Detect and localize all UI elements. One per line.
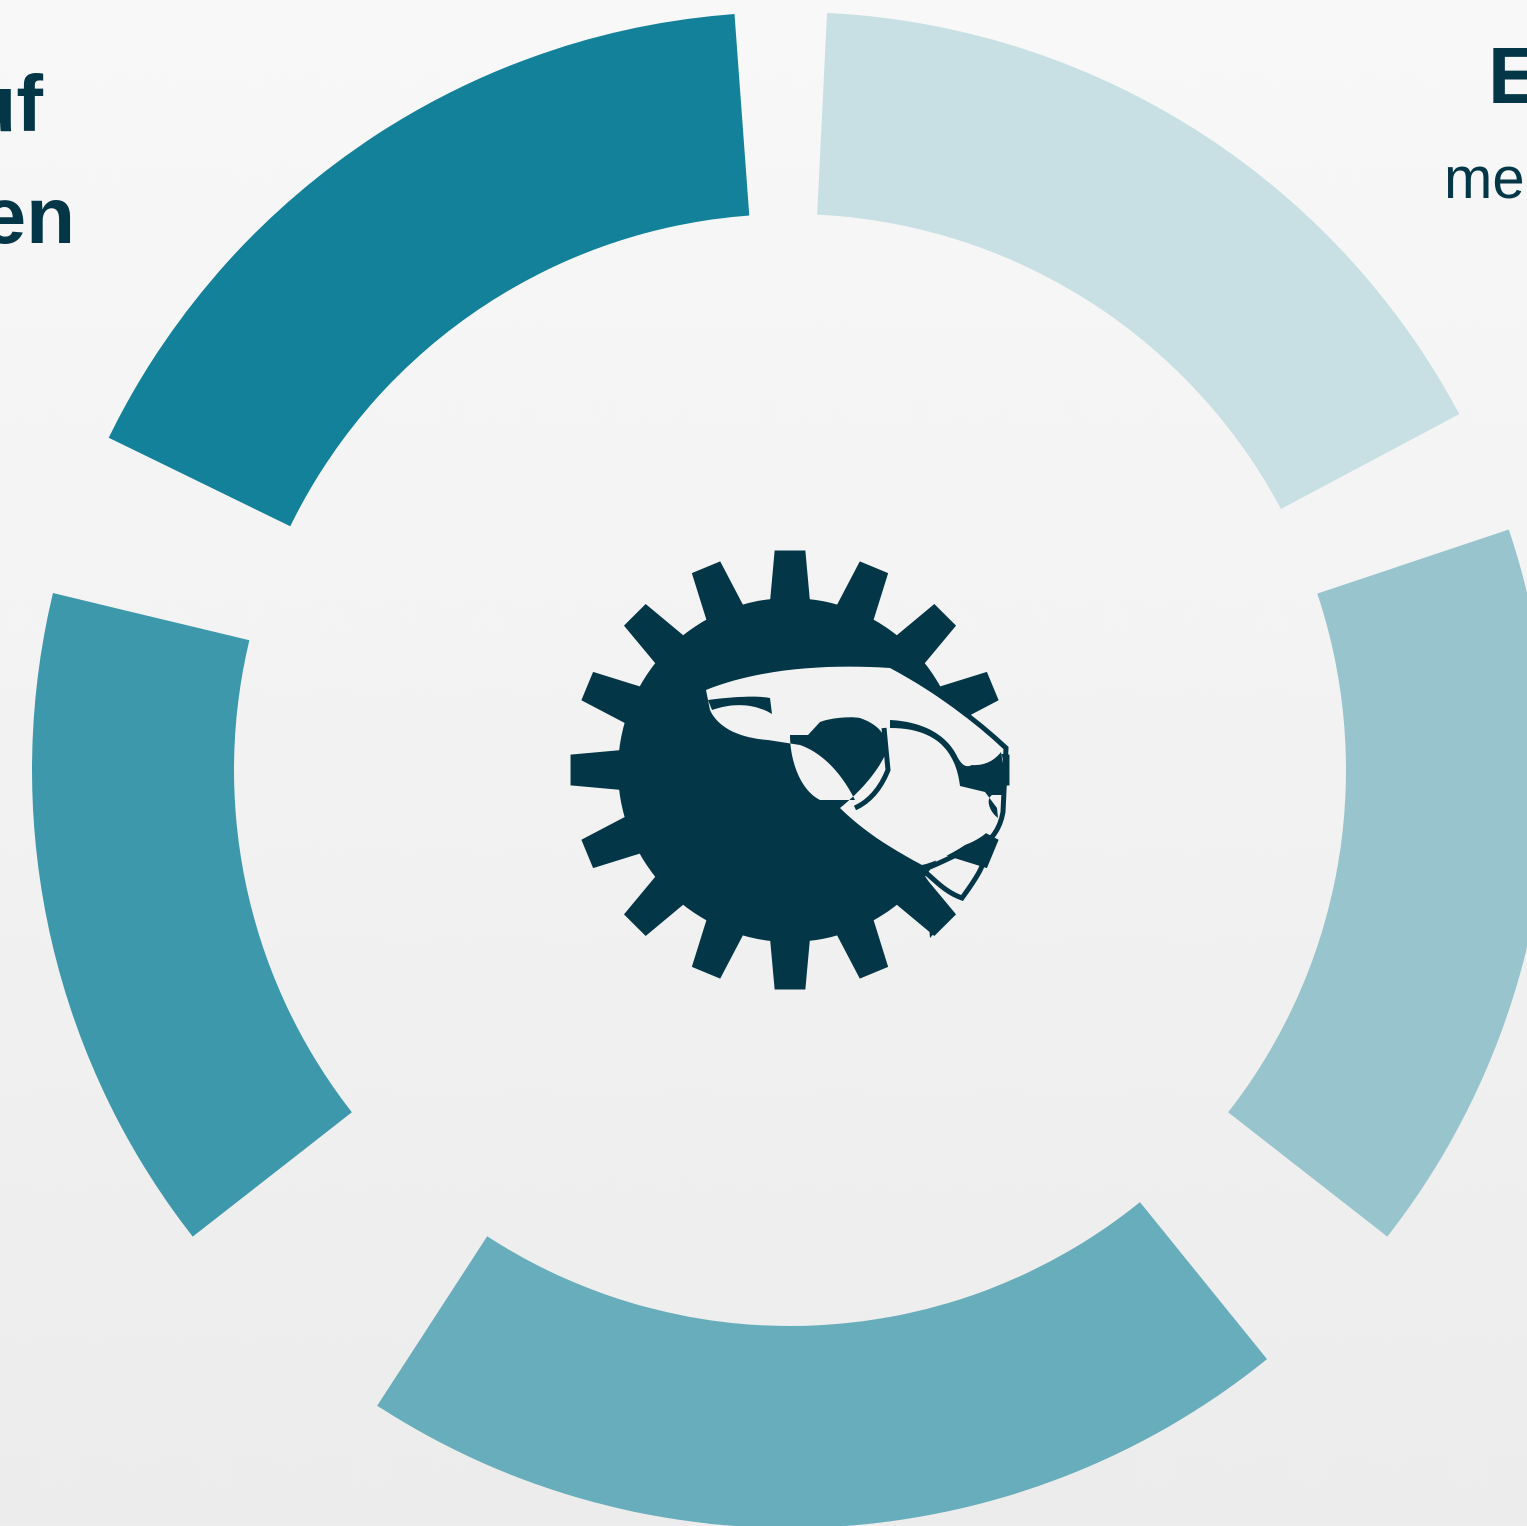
ring-segment-top-left — [108, 14, 750, 527]
gear-tooth — [570, 749, 632, 791]
ring-segments — [31, 12, 1527, 1526]
gear-tooth — [769, 928, 811, 990]
lion-eye — [708, 696, 772, 714]
lion-fang — [925, 876, 950, 938]
lion-jaw-line — [853, 727, 891, 811]
label-right-line2: me — [1444, 146, 1525, 211]
ring-segment-bottom — [377, 1202, 1268, 1526]
ring-segment-top-right — [817, 12, 1460, 509]
ring-segment-right — [1228, 529, 1527, 1237]
lion-head-outline — [867, 661, 1009, 901]
ring-segment-left — [31, 593, 352, 1237]
gear-tooth — [769, 550, 811, 612]
gear-lion-logo-icon — [570, 550, 1010, 990]
lion-head-shape — [706, 666, 1003, 865]
label-right-line1: E — [1488, 31, 1527, 120]
label-left-line1: uf — [0, 59, 43, 148]
label-left-line2: en — [0, 171, 75, 260]
lion-mouth-detail — [890, 720, 1004, 818]
